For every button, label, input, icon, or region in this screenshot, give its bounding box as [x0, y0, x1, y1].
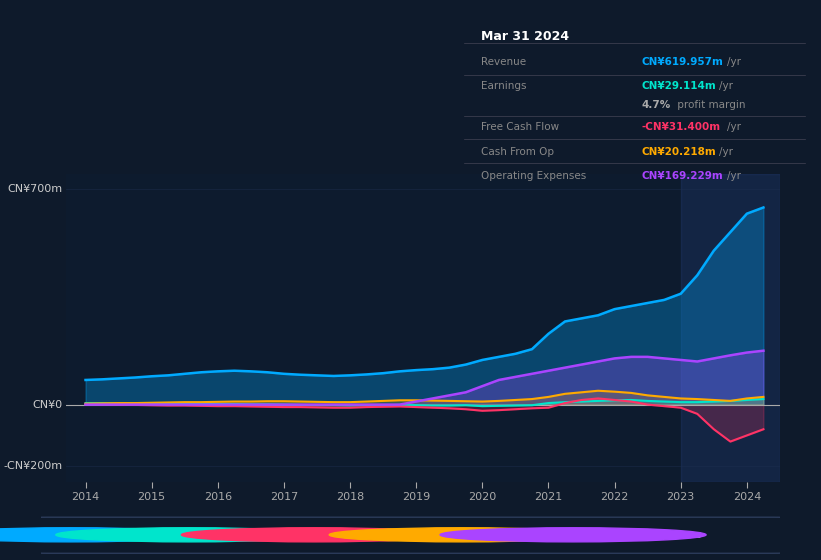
Text: Cash From Op: Cash From Op [481, 147, 554, 157]
Circle shape [56, 528, 322, 542]
Text: Mar 31 2024: Mar 31 2024 [481, 30, 569, 43]
Text: /yr: /yr [727, 57, 741, 67]
FancyBboxPatch shape [34, 517, 787, 553]
Text: profit margin: profit margin [674, 100, 746, 110]
Text: CN¥0: CN¥0 [32, 400, 62, 409]
Text: Operating Expenses: Operating Expenses [481, 171, 586, 181]
Text: Earnings: Earnings [205, 530, 254, 540]
Text: Free Cash Flow: Free Cash Flow [481, 123, 559, 133]
Text: CN¥29.114m: CN¥29.114m [641, 81, 716, 91]
Text: Free Cash Flow: Free Cash Flow [331, 530, 415, 540]
Text: -CN¥200m: -CN¥200m [3, 461, 62, 471]
Text: 4.7%: 4.7% [641, 100, 670, 110]
Text: -CN¥31.400m: -CN¥31.400m [641, 123, 720, 133]
Text: Cash From Op: Cash From Op [479, 530, 557, 540]
Text: /yr: /yr [727, 123, 741, 133]
Circle shape [440, 528, 706, 542]
Text: CN¥619.957m: CN¥619.957m [641, 57, 723, 67]
Text: Earnings: Earnings [481, 81, 526, 91]
Text: Revenue: Revenue [481, 57, 526, 67]
Circle shape [329, 528, 595, 542]
Bar [681, 174, 780, 482]
Text: CN¥169.229m: CN¥169.229m [641, 171, 722, 181]
Text: CN¥20.218m: CN¥20.218m [641, 147, 716, 157]
Text: Revenue: Revenue [87, 530, 135, 540]
Circle shape [0, 528, 204, 542]
Text: Operating Expenses: Operating Expenses [589, 530, 702, 540]
Circle shape [181, 528, 447, 542]
Text: /yr: /yr [719, 147, 733, 157]
Text: /yr: /yr [727, 171, 741, 181]
Text: CN¥700m: CN¥700m [7, 184, 62, 194]
Text: /yr: /yr [719, 81, 733, 91]
